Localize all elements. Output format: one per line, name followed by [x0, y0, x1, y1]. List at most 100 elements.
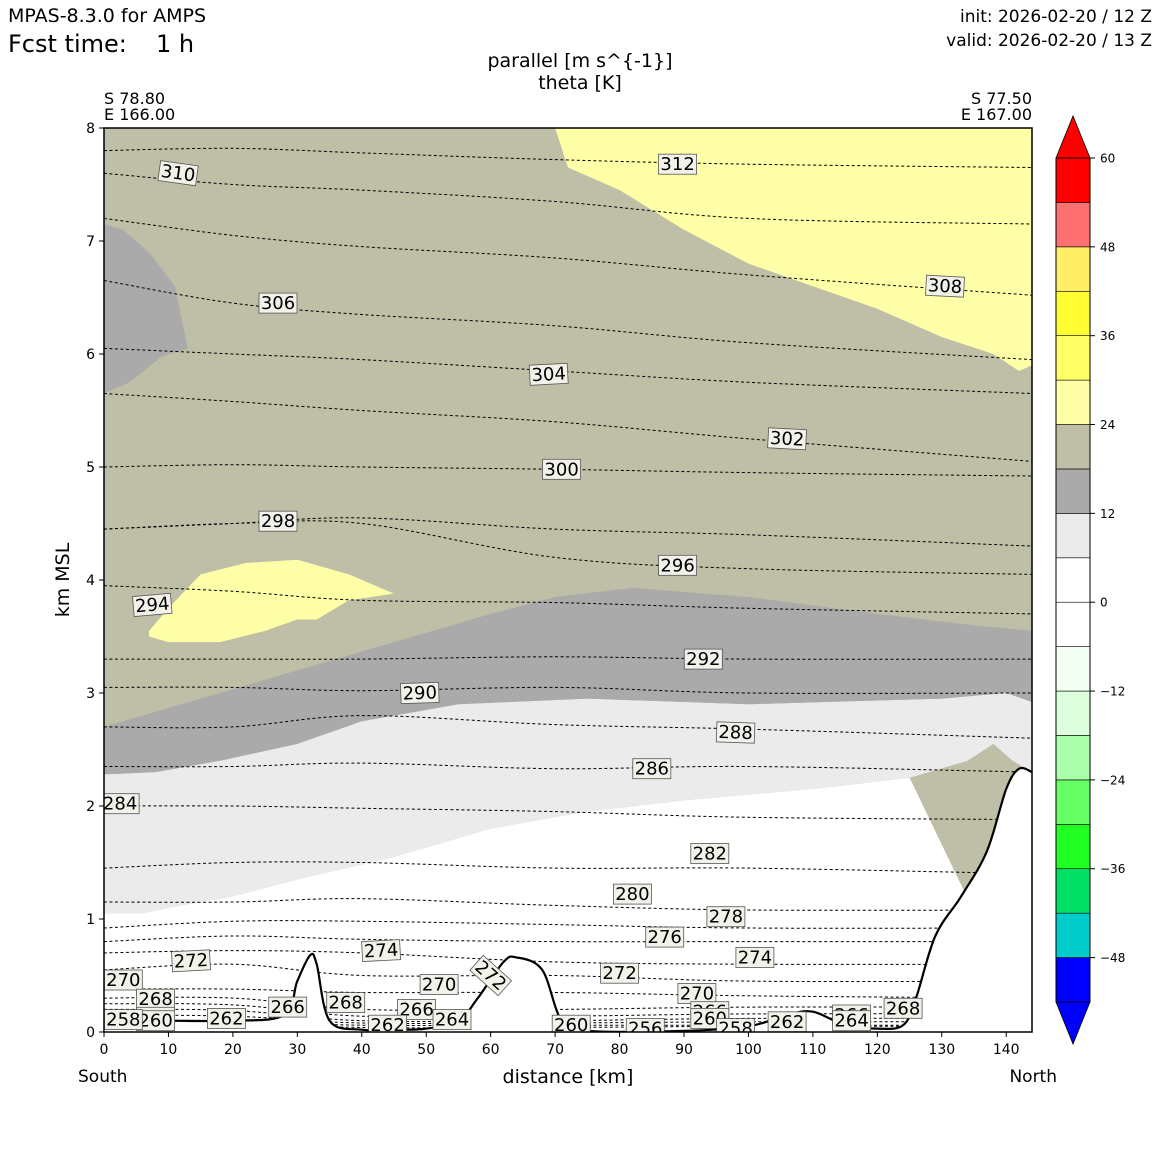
- contour-label-box: [658, 554, 697, 576]
- x-tick-label: 80: [611, 1042, 629, 1058]
- x-axis-label: distance [km]: [503, 1066, 634, 1088]
- shading-region: [104, 777, 1032, 1032]
- contour-label-box: [716, 1018, 755, 1032]
- contour-label-text: 264: [435, 1010, 469, 1031]
- x-tick-label: 0: [100, 1042, 109, 1058]
- contour-label: 312: [658, 153, 697, 175]
- theta-contour-304: [104, 347, 1032, 394]
- contour-label-text: 262: [209, 1008, 243, 1029]
- contour-label-box: [157, 160, 199, 187]
- x-tick-label: 10: [160, 1042, 178, 1058]
- contour-label-text: 260: [554, 1015, 588, 1036]
- contour-label-text: 302: [769, 428, 804, 451]
- x-tick-label: 60: [482, 1042, 500, 1058]
- colorbar-segment: [1055, 824, 1091, 870]
- contour-label: 282: [690, 843, 730, 865]
- contour-label-text: 288: [718, 722, 753, 744]
- x-tick-label: 100: [735, 1042, 762, 1058]
- theta-contour-294: [104, 585, 1032, 615]
- colorbar: 60 48 36 24 12 0 −12 −24 −36 −48: [1055, 114, 1125, 1046]
- contour-label: 300: [542, 458, 581, 480]
- contour-label-box: [690, 843, 730, 864]
- y-tick-label: 1: [86, 912, 95, 928]
- x-tick-label: 30: [288, 1042, 306, 1058]
- contour-label-box: [683, 648, 723, 670]
- right-longitude: E 167.00: [961, 105, 1032, 124]
- contour-label-text: 268: [329, 993, 363, 1014]
- contour-label: 274: [735, 947, 775, 968]
- contour-label: 266: [397, 999, 437, 1020]
- title-line-1: parallel [m s^{-1}]: [487, 50, 672, 72]
- colorbar-segment: [1055, 912, 1091, 958]
- south-label: South: [78, 1067, 127, 1087]
- contour-label-text: 282: [693, 844, 727, 865]
- contour-label-text: 294: [134, 593, 170, 617]
- colorbar-tick-label: 0: [1100, 596, 1108, 610]
- colorbar-frame: [1055, 157, 1091, 1003]
- contour-label: 258: [104, 1009, 143, 1031]
- contour-label-box: [400, 681, 440, 705]
- contour-label-text: 290: [402, 682, 437, 704]
- terrain: [104, 766, 1032, 1032]
- contour-label-box: [542, 458, 581, 480]
- contour-label-text: 276: [648, 927, 682, 948]
- contour-label-box: [645, 926, 685, 948]
- colorbar-segment: [1055, 246, 1091, 292]
- theta-contour-280: [104, 898, 1032, 911]
- contour-label-text: 272: [173, 950, 208, 973]
- valid-time: valid: 2026-02-20 / 13 Z: [946, 31, 1152, 51]
- colorbar-tick-label: −48: [1100, 951, 1125, 965]
- x-axis: 0 10 20 30 40 50 60 70 80 90 100 110 120 130 140: [100, 1032, 1020, 1058]
- contour-label: 260: [551, 1014, 591, 1036]
- terrain-fill: [104, 767, 1032, 1032]
- contour-label-text: 270: [106, 970, 140, 991]
- y-tick-label: 8: [86, 121, 95, 137]
- contour-label-box: [613, 883, 652, 905]
- north-label: North: [1009, 1067, 1057, 1087]
- contour-label-text: 286: [635, 759, 669, 780]
- contour-label-box: [104, 793, 140, 815]
- contour-label: 298: [258, 510, 298, 532]
- x-tick-label: 130: [928, 1042, 955, 1058]
- contour-label: 286: [632, 758, 672, 780]
- colorbar-segment: [1055, 335, 1091, 381]
- title-line-2: theta [K]: [538, 72, 622, 94]
- colorbar-segment: [1055, 379, 1091, 425]
- contour-label-text: 296: [660, 555, 694, 576]
- x-tick-label: 120: [864, 1042, 891, 1058]
- contour-label: 306: [258, 292, 298, 314]
- fcst-time-value: 1 h: [156, 30, 194, 58]
- contour-label-text: 258: [718, 1019, 752, 1040]
- contour-labels: 310 312 306 308 304 302 300 298 296 294 292 290 288 2…: [104, 153, 965, 1040]
- left-longitude: E 166.00: [104, 105, 175, 124]
- theta-contour-276: [104, 935, 1032, 943]
- theta-contour-300: [104, 464, 1032, 477]
- contour-label-text: 266: [271, 997, 305, 1018]
- contour-label: 310: [157, 160, 199, 187]
- contour-label-box: [600, 962, 639, 984]
- theta-contour-288: [104, 715, 1032, 739]
- x-tick-label: 110: [800, 1042, 827, 1058]
- contour-label-text: 262: [370, 1015, 404, 1036]
- contour-label-text: 298: [261, 511, 295, 532]
- y-tick-label: 7: [86, 234, 95, 250]
- colorbar-segment: [1055, 690, 1091, 736]
- contour-label-box: [925, 274, 965, 298]
- y-tick-label: 3: [86, 686, 95, 702]
- fcst-time-label: Fcst time:: [8, 30, 127, 58]
- contour-label-text: 268: [886, 998, 920, 1019]
- contour-label: 276: [645, 926, 685, 948]
- contour-label-box: [706, 906, 746, 928]
- contour-label-box: [361, 939, 402, 963]
- contour-label-box: [432, 1009, 472, 1030]
- contour-label: 290: [400, 681, 440, 705]
- contour-label-box: [883, 997, 923, 1019]
- shading-region: [104, 587, 1032, 775]
- theta-contour-308: [104, 217, 1032, 296]
- contour-label: 268: [326, 992, 366, 1014]
- contour-label-text: 270: [680, 984, 714, 1005]
- y-tick-label: 6: [86, 347, 95, 363]
- contour-label: 302: [767, 427, 808, 451]
- colorbar-segment: [1055, 779, 1091, 825]
- contour-label-box: [832, 1010, 871, 1032]
